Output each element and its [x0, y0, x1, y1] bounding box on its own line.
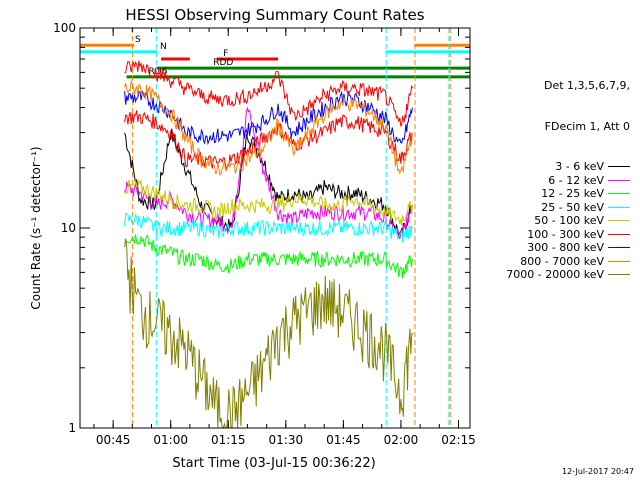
legend-swatch	[608, 220, 630, 222]
legend-swatch	[608, 260, 630, 262]
legend-swatch	[608, 233, 630, 235]
y-tick-labels: 1 10 100	[53, 21, 76, 435]
legend-label: 7000 - 20000 keV	[506, 268, 604, 281]
y-tick-label-2: 100	[53, 21, 76, 35]
legend-swatch	[608, 247, 630, 249]
x-tick-label-1: 01:00	[153, 433, 188, 447]
flag-label-s: S	[135, 35, 141, 45]
generation-timestamp: 12-Jul-2017 20:47	[561, 467, 634, 476]
legend-entry-4: 50 - 100 keV	[506, 214, 630, 228]
legend-entry-3: 25 - 50 keV	[506, 201, 630, 215]
series-line-1	[124, 106, 413, 240]
series-line-7	[124, 79, 413, 177]
legend-entry-6: 300 - 800 keV	[506, 241, 630, 255]
legend-label: 100 - 300 keV	[527, 227, 604, 241]
legend-entry-1: 6 - 12 keV	[506, 174, 630, 188]
series-line-4	[124, 178, 413, 226]
x-tick-label-5: 02:00	[384, 433, 419, 447]
flag-label-f: F	[223, 49, 228, 59]
plot-axes	[79, 27, 471, 429]
legend-entry-7: 800 - 7000 keV	[506, 255, 630, 269]
x-tick-label-4: 01:45	[326, 433, 361, 447]
series-line-8	[124, 238, 413, 429]
legend-entry-2: 12 - 25 keV	[506, 187, 630, 201]
legend-entry-5: 100 - 300 keV	[506, 228, 630, 242]
y-tick-label-1: 10	[61, 221, 76, 235]
x-axis-label: Start Time (03-Jul-15 00:36:22)	[172, 456, 375, 471]
series-lines	[124, 60, 413, 429]
x-tick-label-3: 01:30	[269, 433, 304, 447]
legend-header-1: Det 1,3,5,6,7,9,	[543, 79, 630, 92]
legend: Det 1,3,5,6,7,9, FDecim 1, Att 0 3 - 6 k…	[506, 52, 630, 295]
chart-title: HESSI Observing Summary Count Rates	[125, 6, 424, 24]
series-line-5	[124, 110, 413, 171]
y-axis-label: Count Rate (s⁻¹ detector⁻¹)	[29, 146, 43, 309]
legend-label: 800 - 7000 keV	[520, 254, 604, 268]
flag-label-rdd: RDD	[213, 58, 233, 68]
legend-items: 3 - 6 keV 6 - 12 keV 12 - 25 keV 25 - 50 ke…	[506, 160, 630, 282]
legend-label: 300 - 800 keV	[527, 241, 604, 254]
series-line-3	[124, 212, 413, 243]
legend-label: 25 - 50 keV	[541, 200, 604, 214]
legend-swatch	[608, 166, 630, 168]
series-line-2	[124, 234, 413, 279]
x-tick-label-6: 02:15	[441, 433, 476, 447]
series-line-9	[124, 60, 413, 127]
legend-swatch	[608, 179, 630, 181]
legend-label: 50 - 100 keV	[534, 214, 604, 227]
legend-swatch	[608, 206, 630, 208]
flag-label-n: N	[160, 42, 167, 52]
legend-label: 6 - 12 keV	[548, 173, 604, 187]
legend-entry-0: 3 - 6 keV	[506, 160, 630, 174]
y-tick-label-0: 1	[68, 421, 76, 435]
legend-swatch	[608, 274, 630, 276]
legend-label: 12 - 25 keV	[541, 187, 604, 200]
x-tick-label-2: 01:15	[211, 433, 246, 447]
series-line-6	[124, 90, 413, 146]
legend-header-2: FDecim 1, Att 0	[544, 119, 630, 133]
legend-swatch	[608, 193, 630, 195]
legend-entry-8: 7000 - 20000 keV	[506, 268, 630, 282]
x-tick-label-0: 00:45	[96, 433, 131, 447]
x-tick-labels: 00:45 01:00 01:15 01:30 01:45 02:00 02:15	[96, 433, 476, 447]
title-text: HESSI Observing Summary Count Rates	[125, 6, 424, 24]
legend-label: 3 - 6 keV	[555, 160, 604, 173]
